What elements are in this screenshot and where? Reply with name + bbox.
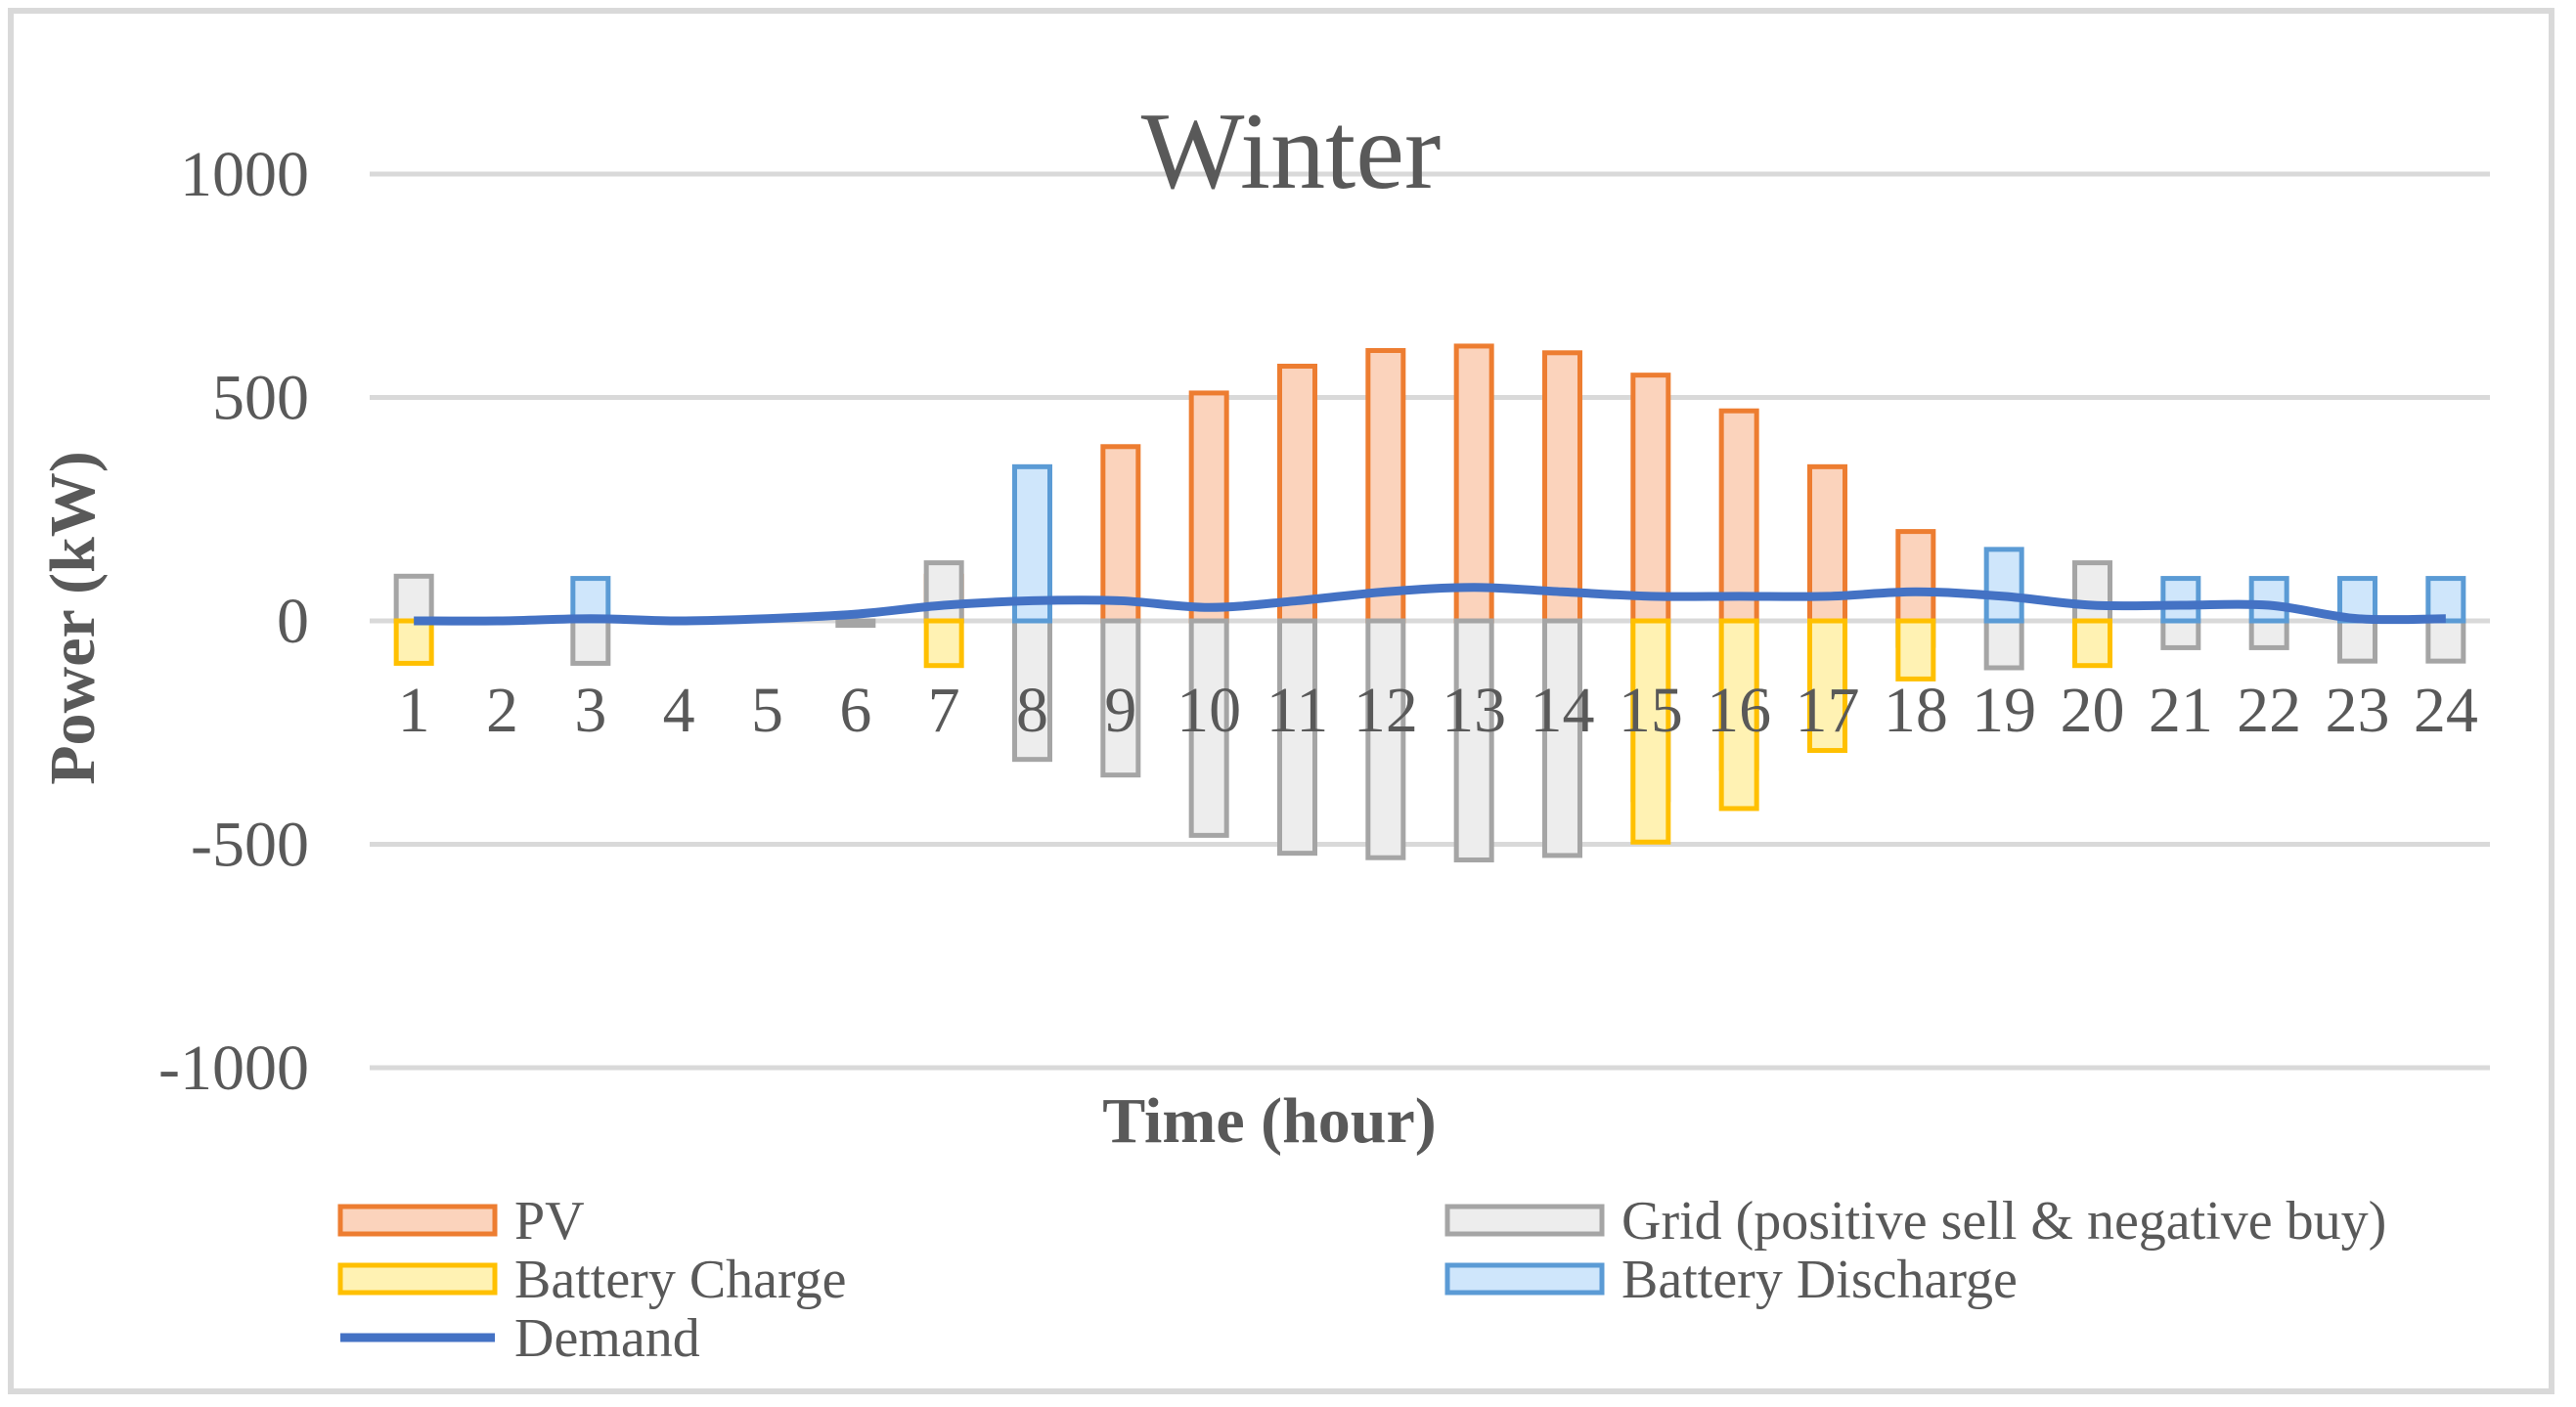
pv-bar bbox=[1895, 529, 1936, 624]
x-tick-label: 10 bbox=[1177, 675, 1241, 746]
battery-bar bbox=[923, 618, 964, 669]
x-tick-label: 16 bbox=[1707, 675, 1771, 746]
pv-bar bbox=[1100, 444, 1141, 624]
legend-label-grid: Grid (positive sell & negative buy) bbox=[1621, 1191, 2386, 1252]
grid-bar bbox=[1453, 618, 1494, 862]
grid-bar bbox=[1542, 618, 1582, 858]
battery-bar bbox=[1983, 547, 2024, 624]
grid-bar bbox=[2248, 618, 2289, 650]
x-tick-label: 21 bbox=[2149, 675, 2213, 746]
grid-bar bbox=[1365, 618, 1406, 860]
grid-bar bbox=[1100, 618, 1141, 778]
x-tick-label: 24 bbox=[2414, 675, 2478, 746]
pv-bar bbox=[1453, 343, 1494, 624]
x-tick-label: 23 bbox=[2326, 675, 2390, 746]
legend: PV Grid (positive sell & negative buy)Bat… bbox=[337, 1191, 2386, 1369]
bars bbox=[393, 343, 2466, 862]
x-tick-label: 17 bbox=[1796, 675, 1860, 746]
y-tick-label: 0 bbox=[277, 586, 309, 657]
x-tick-label: 14 bbox=[1531, 675, 1595, 746]
x-tick-label: 5 bbox=[751, 675, 783, 746]
x-tick-label: 2 bbox=[486, 675, 518, 746]
grid-bar bbox=[2425, 618, 2466, 664]
x-tick-label: 15 bbox=[1619, 675, 1683, 746]
x-tick-label: 9 bbox=[1104, 675, 1136, 746]
battery-bar bbox=[2072, 618, 2112, 669]
grid-bar bbox=[570, 618, 611, 666]
legend-swatch-grid bbox=[1444, 1204, 1605, 1237]
grid-bar bbox=[393, 573, 434, 624]
x-tick-label: 20 bbox=[2061, 675, 2125, 746]
x-tick-labels: 1 2 3 4 5 6 7 8 9 10 11 12 13 14 15 16 17 18 19 20 21 22 23 24 bbox=[398, 675, 2478, 746]
demand-line-layer bbox=[414, 583, 2446, 626]
x-tick-label: 6 bbox=[839, 675, 871, 746]
pv-bar bbox=[1718, 408, 1759, 624]
x-tick-label: 22 bbox=[2237, 675, 2301, 746]
x-tick-label: 18 bbox=[1884, 675, 1948, 746]
grid-bar bbox=[1277, 618, 1317, 857]
x-tick-label: 11 bbox=[1266, 675, 1329, 746]
grid-bar bbox=[2160, 618, 2201, 650]
grid-bar bbox=[923, 560, 964, 624]
pv-bar bbox=[1542, 350, 1582, 624]
y-tick-labels: 1000 500 0 -500 -1000 bbox=[158, 139, 309, 1104]
pv-bar bbox=[1365, 348, 1406, 624]
battery-bar bbox=[1630, 618, 1671, 845]
legend-label-pv: PV bbox=[514, 1191, 585, 1252]
legend-swatch-battery bbox=[1444, 1262, 1605, 1296]
grid-bar bbox=[835, 618, 876, 629]
grid-bar bbox=[2337, 618, 2377, 664]
battery-bar bbox=[1718, 618, 1759, 812]
battery-bar bbox=[2160, 576, 2201, 624]
pv-bar bbox=[1630, 373, 1671, 624]
y-axis-label: Power (kW) bbox=[37, 451, 109, 785]
battery-bar bbox=[1012, 463, 1052, 624]
legend-swatch-battery bbox=[337, 1262, 498, 1296]
pv-bar bbox=[1277, 364, 1317, 624]
legend-swatch-pv bbox=[337, 1204, 498, 1237]
grid-bar bbox=[1012, 618, 1052, 763]
x-axis-label: Time (hour) bbox=[1102, 1085, 1437, 1157]
x-tick-label: 7 bbox=[928, 675, 960, 746]
grid-bar bbox=[2072, 560, 2112, 624]
x-tick-label: 1 bbox=[398, 675, 430, 746]
battery-bar bbox=[1807, 618, 1847, 754]
pv-bar bbox=[1188, 390, 1229, 624]
chart-title: Winter bbox=[1141, 91, 1441, 212]
y-tick-label: -500 bbox=[191, 810, 309, 881]
battery-bar bbox=[2248, 576, 2289, 624]
legend-label-battery: Battery Charge bbox=[514, 1250, 847, 1310]
grid-bar bbox=[1983, 618, 2024, 671]
battery-bar bbox=[393, 618, 434, 666]
legend-label-demand: Demand bbox=[514, 1308, 700, 1369]
y-tick-label: 1000 bbox=[180, 139, 309, 210]
y-tick-label: -1000 bbox=[158, 1033, 309, 1104]
battery-bar bbox=[2425, 576, 2466, 624]
x-tick-label: 3 bbox=[574, 675, 606, 746]
x-tick-label: 8 bbox=[1016, 675, 1048, 746]
x-tick-label: 19 bbox=[1972, 675, 2036, 746]
x-tick-label: 13 bbox=[1442, 675, 1506, 746]
legend-label-battery: Battery Discharge bbox=[1621, 1250, 2018, 1310]
battery-bar bbox=[1895, 618, 1936, 682]
x-tick-label: 4 bbox=[663, 675, 695, 746]
demand-line bbox=[414, 583, 2446, 626]
y-tick-label: 500 bbox=[212, 363, 309, 434]
x-tick-label: 12 bbox=[1354, 675, 1418, 746]
grid-bar bbox=[1188, 618, 1229, 838]
